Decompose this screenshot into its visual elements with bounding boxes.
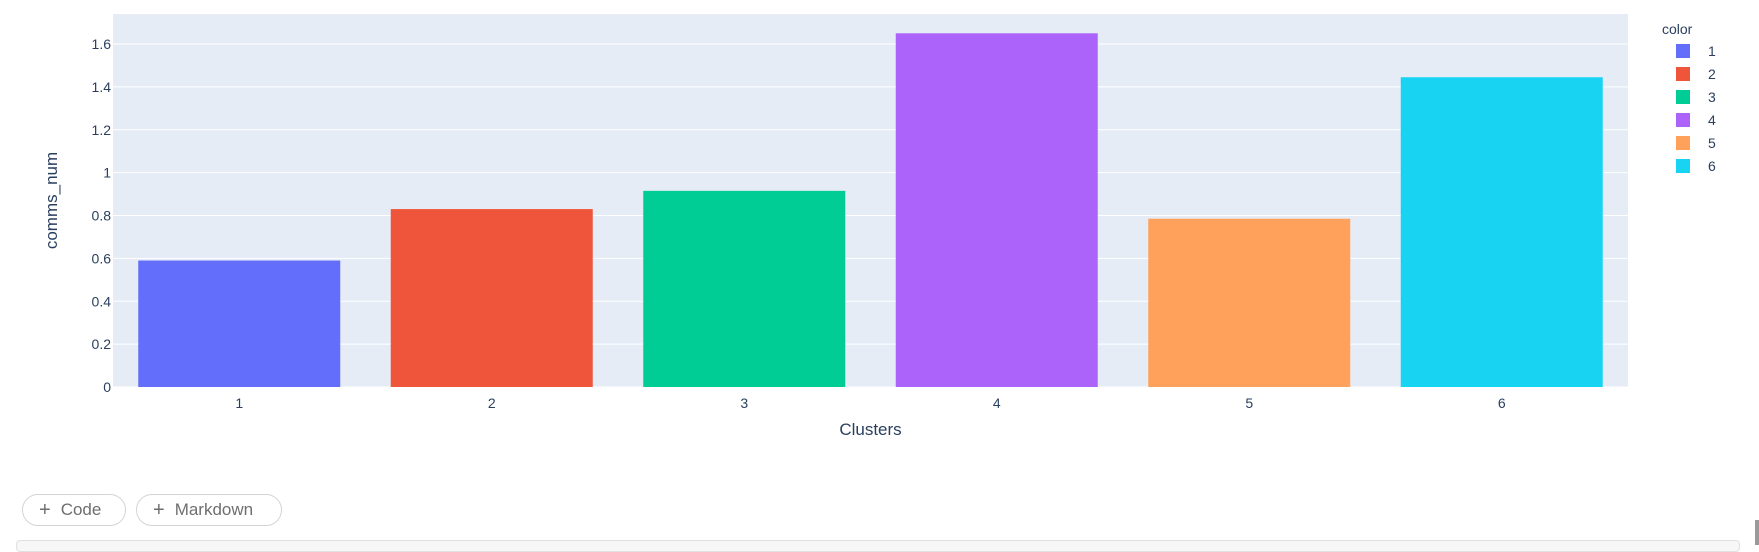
x-tick-label: 1 bbox=[235, 395, 243, 411]
legend-label: 4 bbox=[1708, 112, 1716, 128]
legend-swatch bbox=[1676, 44, 1690, 58]
x-tick-label: 5 bbox=[1245, 395, 1253, 411]
add-code-label: Code bbox=[60, 500, 102, 519]
gridlines bbox=[113, 43, 1628, 388]
next-notebook-cell[interactable] bbox=[16, 540, 1740, 552]
y-tick-label: 1.2 bbox=[92, 122, 112, 138]
legend[interactable]: color 1 2 3 4 5 6 bbox=[1662, 21, 1716, 174]
y-tick-label: 0.8 bbox=[92, 208, 112, 224]
bar-cluster-4[interactable] bbox=[895, 33, 1098, 388]
legend-label: 2 bbox=[1708, 66, 1716, 82]
legend-swatch bbox=[1676, 67, 1690, 81]
legend-item-2[interactable]: 2 bbox=[1676, 66, 1716, 82]
legend-label: 5 bbox=[1708, 135, 1716, 151]
legend-item-4[interactable]: 4 bbox=[1676, 112, 1716, 128]
y-tick-label: 0 bbox=[103, 379, 111, 395]
bar-cluster-5[interactable] bbox=[1148, 218, 1351, 387]
plus-icon: + bbox=[153, 499, 165, 521]
legend-swatch bbox=[1676, 113, 1690, 127]
add-code-cell-button[interactable]: + Code bbox=[22, 494, 126, 526]
legend-swatch bbox=[1676, 136, 1690, 150]
legend-title: color bbox=[1662, 21, 1693, 37]
legend-item-3[interactable]: 3 bbox=[1676, 89, 1716, 105]
x-tick-label: 6 bbox=[1498, 395, 1506, 411]
x-axis-title: Clusters bbox=[839, 420, 901, 439]
legend-label: 3 bbox=[1708, 89, 1716, 105]
x-tick-labels: 1 2 3 4 5 6 bbox=[235, 395, 1506, 411]
plot-area bbox=[113, 14, 1628, 387]
y-tick-label: 0.2 bbox=[92, 336, 112, 352]
bar-cluster-2[interactable] bbox=[390, 209, 593, 387]
bars bbox=[138, 33, 1603, 388]
y-axis-title: comms_num bbox=[42, 152, 61, 249]
x-tick-label: 2 bbox=[488, 395, 496, 411]
legend-swatch bbox=[1676, 90, 1690, 104]
y-tick-label: 1 bbox=[103, 165, 111, 181]
add-markdown-cell-button[interactable]: + Markdown bbox=[136, 494, 282, 526]
x-tick-label: 3 bbox=[740, 395, 748, 411]
y-tick-label: 0.6 bbox=[92, 250, 112, 266]
legend-item-5[interactable]: 5 bbox=[1676, 135, 1716, 151]
add-markdown-label: Markdown bbox=[174, 500, 254, 519]
y-tick-label: 0.4 bbox=[92, 293, 112, 309]
bar-cluster-3[interactable] bbox=[643, 190, 846, 387]
scrollbar-thumb[interactable] bbox=[1755, 520, 1759, 545]
y-tick-labels: 0 0.2 0.4 0.6 0.8 1 1.2 1.4 1.6 bbox=[92, 36, 112, 395]
bar-cluster-6[interactable] bbox=[1400, 77, 1603, 388]
legend-label: 1 bbox=[1708, 43, 1716, 59]
bar-cluster-1[interactable] bbox=[138, 260, 341, 387]
legend-item-1[interactable]: 1 bbox=[1676, 43, 1716, 59]
y-tick-label: 1.4 bbox=[92, 79, 112, 95]
x-tick-label: 4 bbox=[993, 395, 1001, 411]
y-tick-label: 1.6 bbox=[92, 36, 112, 52]
legend-label: 6 bbox=[1708, 158, 1716, 174]
legend-item-6[interactable]: 6 bbox=[1676, 158, 1716, 174]
legend-swatch bbox=[1676, 159, 1690, 173]
plus-icon: + bbox=[39, 499, 51, 521]
